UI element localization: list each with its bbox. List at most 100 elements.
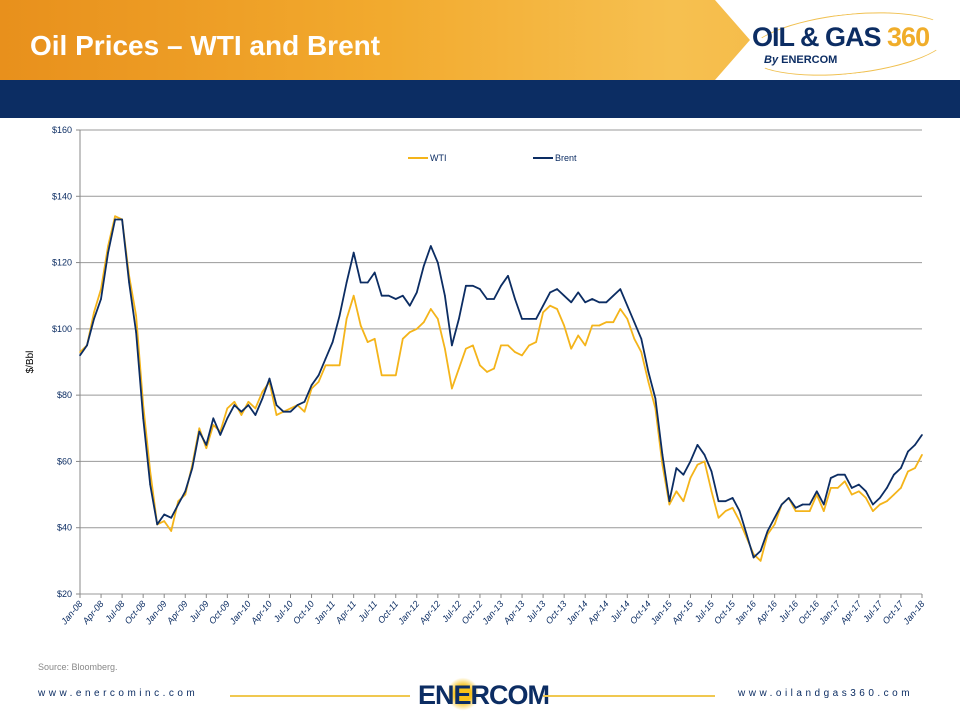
data-point-wti — [240, 414, 243, 416]
data-point-brent — [149, 483, 151, 486]
data-point-brent — [591, 298, 594, 300]
oilandgas360-logo: OIL & GAS 360 By ENERCOM — [745, 3, 953, 85]
x-tick-label: Apr-17 — [838, 598, 864, 627]
data-point-wti — [233, 400, 236, 403]
data-point-brent — [219, 434, 222, 436]
data-point-brent — [359, 281, 362, 284]
data-point-wti — [303, 410, 306, 413]
data-point-wti — [275, 414, 278, 416]
data-point-brent — [900, 467, 902, 469]
data-point-brent — [451, 344, 453, 347]
data-point-wti — [352, 294, 355, 297]
data-point-wti — [93, 311, 95, 314]
data-point-brent — [731, 497, 734, 499]
data-point-wti — [521, 354, 523, 357]
x-tick-label: Jan-10 — [227, 599, 253, 627]
data-point-wti — [577, 334, 579, 337]
data-point-brent — [465, 284, 467, 287]
footer-divider-right — [543, 695, 715, 697]
data-point-wti — [851, 493, 853, 496]
data-point-brent — [745, 533, 748, 536]
data-point-brent — [612, 294, 615, 297]
data-point-brent — [352, 251, 355, 254]
data-point-wti — [486, 371, 488, 373]
data-point-brent — [387, 294, 390, 297]
oil-price-chart: $20 $40 $60 $80 $100 $120 $140 $160 Jan-08Apr-08… — [25, 125, 927, 627]
data-point-wti — [640, 351, 643, 353]
data-point-wti — [149, 470, 151, 473]
data-point-wti — [542, 311, 544, 314]
oilandgas360-url[interactable]: www.oilandgas360.com — [738, 688, 914, 699]
data-point-wti — [858, 490, 860, 493]
data-point-wti — [345, 318, 348, 320]
data-point-wti — [401, 338, 404, 340]
data-point-brent — [79, 354, 81, 357]
data-point-brent — [128, 281, 130, 284]
y-tick-label: $80 — [57, 390, 72, 400]
data-point-brent — [542, 304, 544, 307]
data-point-brent — [366, 281, 369, 284]
data-point-brent — [240, 410, 243, 413]
data-point-brent — [808, 503, 811, 506]
data-point-wti — [563, 324, 565, 327]
data-point-brent — [661, 454, 664, 456]
data-point-wti — [373, 338, 376, 340]
x-tick-label: Oct-10 — [291, 599, 316, 626]
data-point-wti — [865, 497, 867, 499]
data-point-wti — [808, 510, 811, 512]
y-tick-label: $40 — [57, 523, 72, 533]
data-point-brent — [170, 516, 173, 519]
data-point-brent — [198, 430, 201, 433]
data-point-wti — [366, 341, 369, 343]
x-tick-label: Oct-09 — [207, 599, 232, 626]
data-point-wti — [493, 367, 495, 370]
data-point-brent — [261, 397, 264, 400]
data-point-wti — [514, 351, 516, 353]
data-point-brent — [668, 500, 671, 503]
enercom-url[interactable]: www.enercominc.com — [38, 688, 199, 699]
data-point-wti — [437, 318, 439, 320]
data-point-brent — [177, 503, 180, 506]
data-point-wti — [773, 523, 776, 526]
data-point-brent — [787, 497, 790, 499]
data-point-brent — [752, 556, 755, 559]
data-point-brent — [310, 384, 313, 387]
data-point-wti — [794, 510, 797, 512]
series-line-brent — [79, 218, 923, 559]
data-point-brent — [401, 294, 404, 297]
data-point-brent — [423, 265, 425, 267]
data-point-wti — [528, 344, 530, 347]
data-point-brent — [142, 417, 144, 420]
data-point-wti — [801, 510, 804, 512]
legend-label-wti: WTI — [430, 153, 447, 163]
x-tick-label: Apr-13 — [501, 599, 527, 627]
data-point-brent — [268, 377, 271, 380]
data-point-brent — [886, 487, 888, 489]
data-point-wti — [100, 288, 102, 290]
data-point-wti — [556, 308, 558, 310]
data-point-brent — [815, 490, 818, 493]
data-point-brent — [486, 298, 488, 300]
data-point-brent — [107, 251, 109, 254]
x-tick-label: Oct-08 — [123, 599, 148, 626]
data-point-brent — [766, 530, 769, 532]
data-point-wti — [387, 374, 390, 377]
data-point-wti — [682, 500, 685, 503]
data-point-brent — [872, 503, 874, 506]
footer-divider-left — [230, 695, 410, 697]
data-point-wti — [107, 245, 109, 247]
data-point-wti — [465, 347, 467, 350]
data-point-wti — [170, 530, 173, 532]
data-point-wti — [331, 364, 334, 367]
x-tick-label: Jan-08 — [59, 599, 85, 627]
data-point-wti — [914, 467, 916, 469]
data-point-brent — [444, 294, 446, 297]
data-point-wti — [731, 507, 734, 509]
data-point-wti — [675, 490, 678, 493]
data-point-wti — [633, 338, 636, 340]
data-point-wti — [591, 324, 594, 327]
data-point-wti — [226, 407, 229, 410]
data-point-wti — [444, 347, 446, 350]
data-point-brent — [254, 414, 257, 416]
data-point-brent — [710, 470, 713, 473]
